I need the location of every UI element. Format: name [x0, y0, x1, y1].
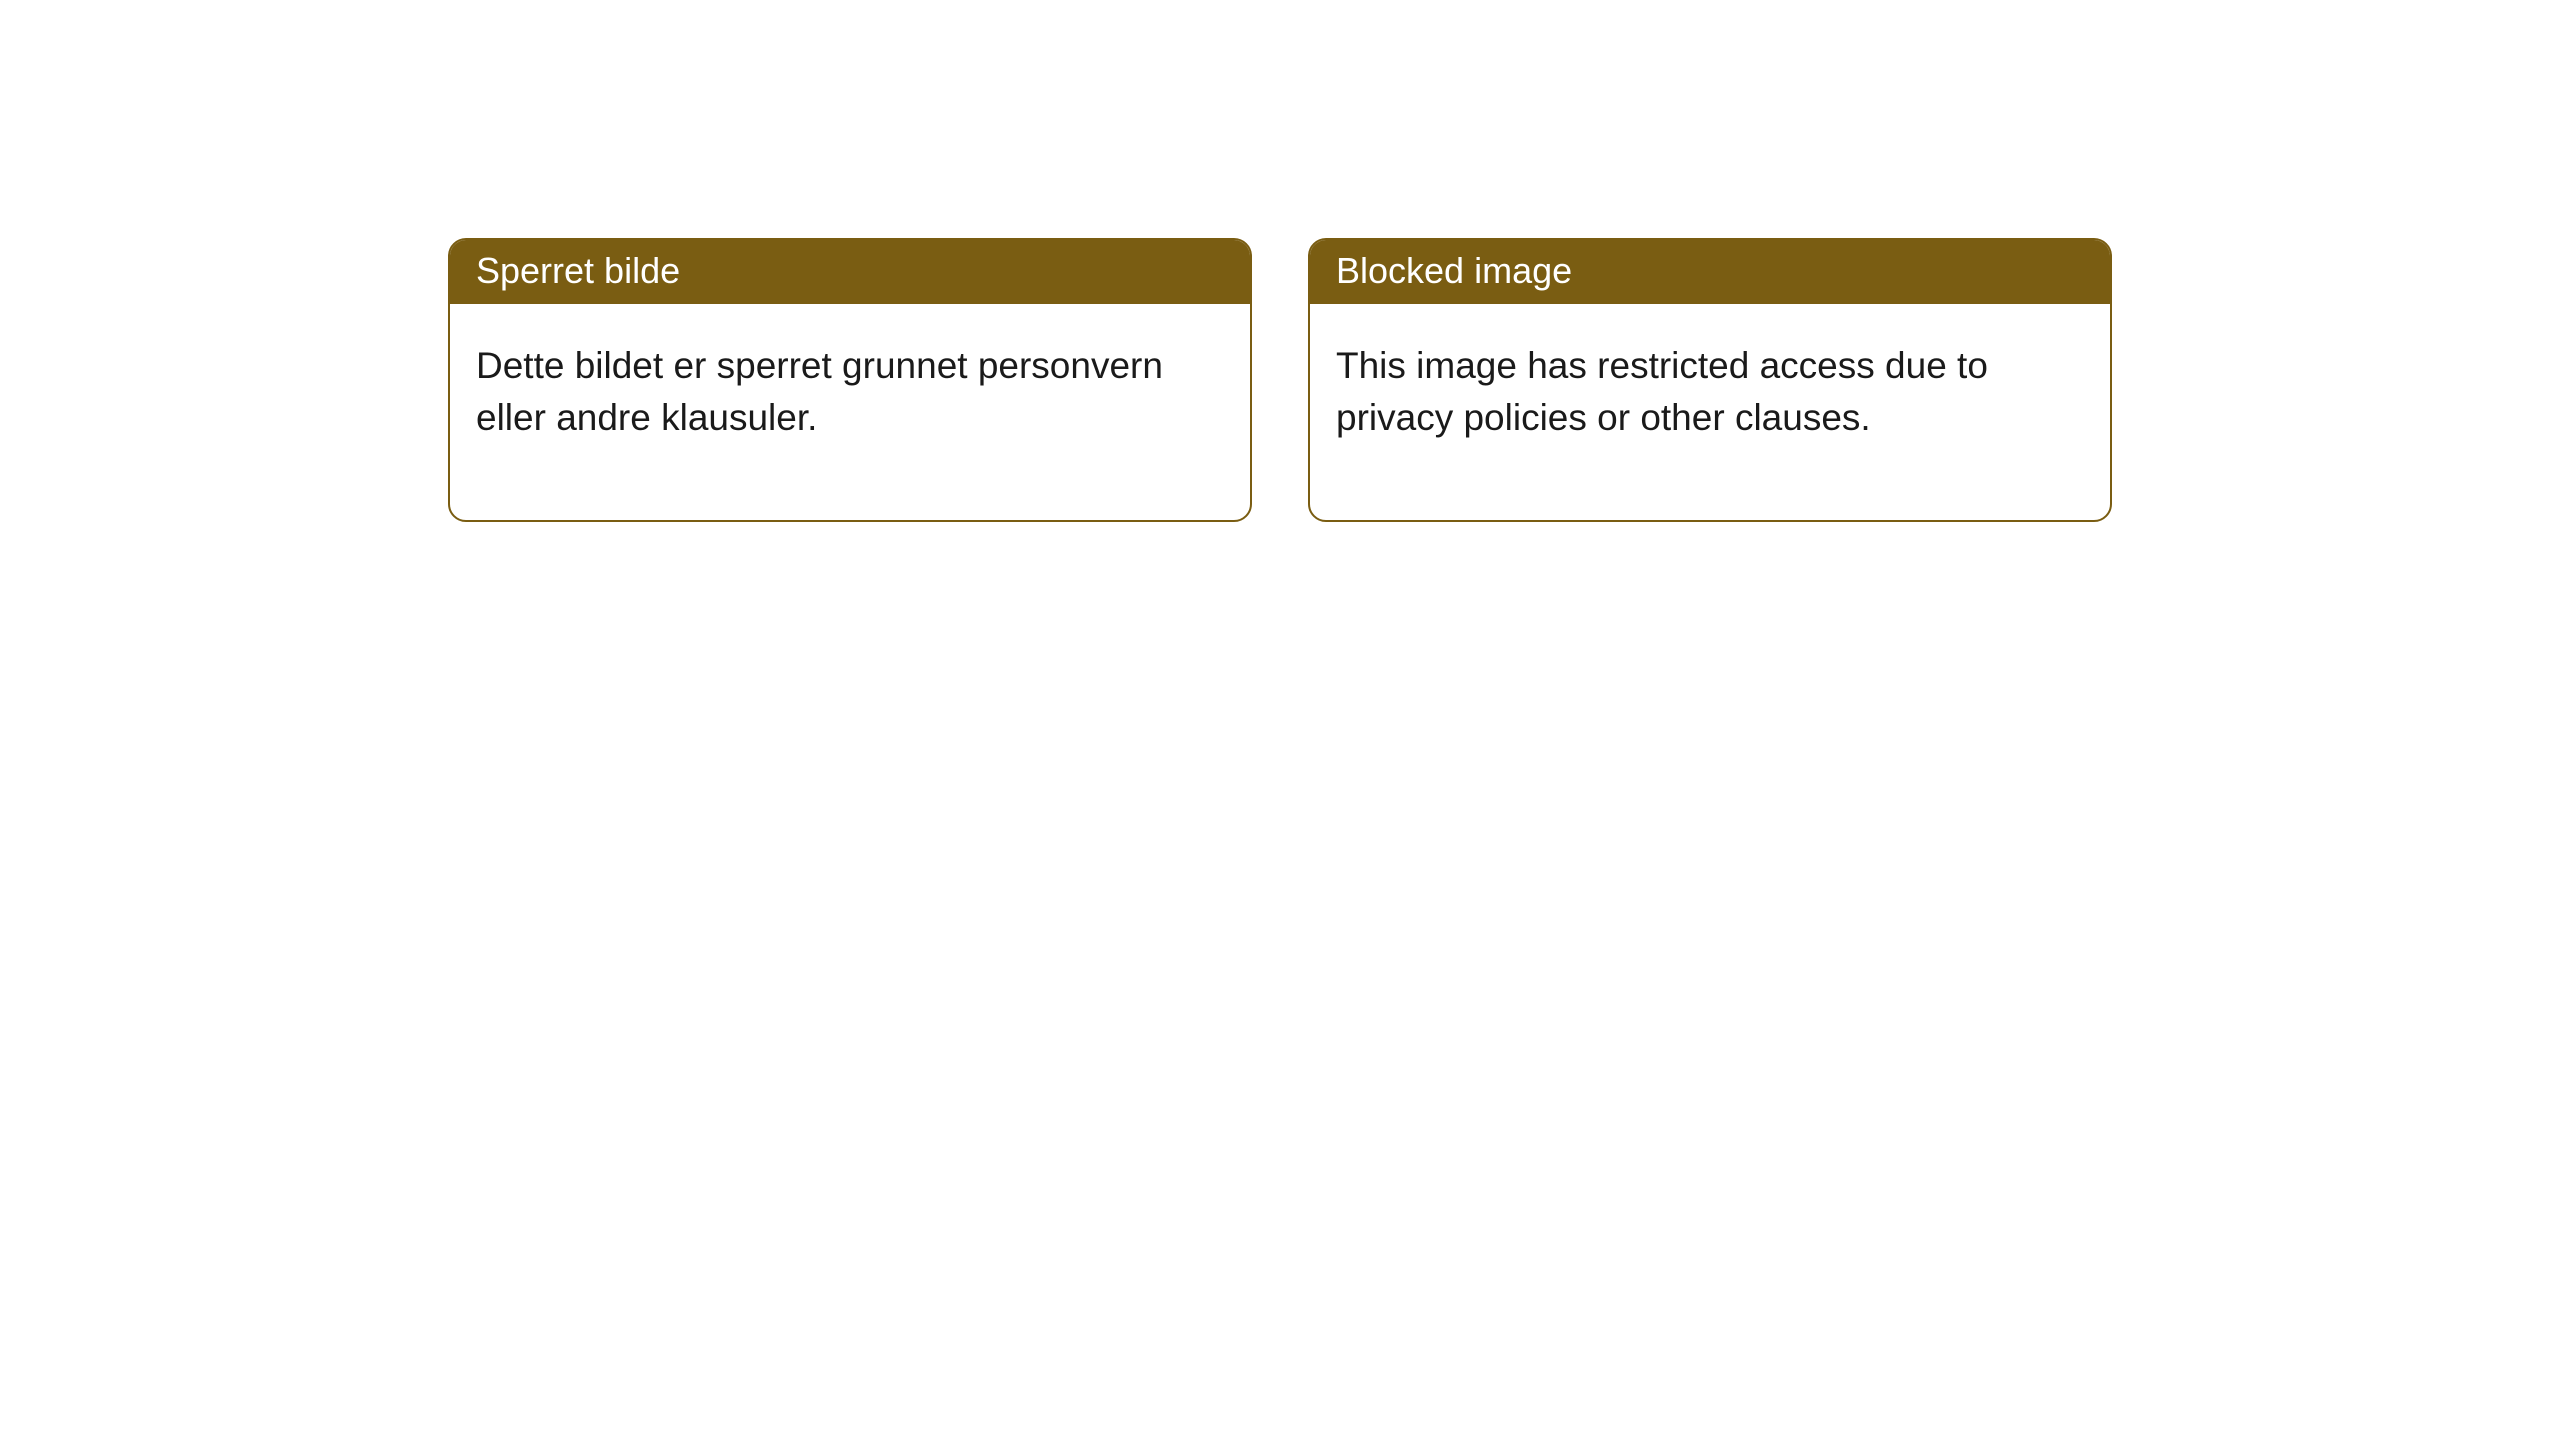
- notice-header: Blocked image: [1310, 240, 2110, 304]
- notice-header: Sperret bilde: [450, 240, 1250, 304]
- notice-box-english: Blocked image This image has restricted …: [1308, 238, 2112, 522]
- notice-container: Sperret bilde Dette bildet er sperret gr…: [0, 0, 2560, 522]
- notice-body: Dette bildet er sperret grunnet personve…: [450, 304, 1250, 520]
- notice-box-norwegian: Sperret bilde Dette bildet er sperret gr…: [448, 238, 1252, 522]
- notice-body: This image has restricted access due to …: [1310, 304, 2110, 520]
